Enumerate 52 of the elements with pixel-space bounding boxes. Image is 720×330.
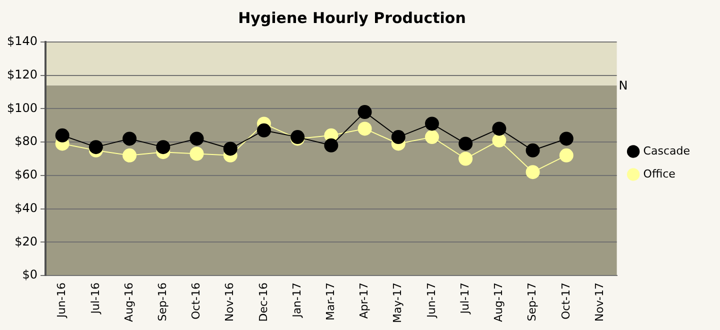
point [492,133,506,148]
point [256,123,271,138]
x-tick-label: Oct-17 [559,282,572,320]
x-tick-label: Jun-16 [55,282,68,319]
point [391,130,406,144]
point [559,148,574,162]
band-label: N [618,78,628,92]
x-tick-label: Sep-17 [526,282,539,322]
point [190,132,204,146]
y-tick-label: $140 [6,34,38,48]
chart-title: Hygiene Hourly Production [238,8,466,27]
point [358,105,372,120]
y-tick-label: $20 [14,234,38,248]
x-tick-label: Jul-17 [458,282,472,315]
point [526,165,540,180]
y-tick-label: $120 [6,67,38,82]
y-tick-label: $40 [14,200,38,215]
x-tick-label: Oct-16 [190,282,203,320]
point [223,142,238,156]
point [324,138,338,152]
point [122,148,137,162]
point [358,122,372,136]
point [492,122,506,136]
y-tick-label: $80 [14,134,38,148]
x-tick-label: Aug-16 [122,282,136,322]
x-tick-label: May-17 [391,282,404,323]
x-tick-label: Sep-16 [156,282,170,322]
point [424,130,439,144]
x-tick-label: Aug-17 [492,282,506,322]
x-tick-label: Jul-16 [88,282,102,315]
point [190,146,204,161]
point [424,116,439,131]
x-tick-label: Mar-17 [324,282,338,321]
y-tick-label: $0 [22,268,38,282]
point [526,143,540,158]
y-tick-label: $60 [14,168,38,182]
legend-label: Cascade [643,144,690,158]
point [156,140,170,154]
x-tick-label: Dec-16 [256,282,270,322]
x-tick-label: Apr-17 [358,282,371,319]
x-tick-label: Nov-17 [592,282,606,322]
legend-label: Office [643,167,676,180]
point [458,152,473,166]
x-tick-label: Jan-17 [290,282,304,318]
point [122,132,137,146]
point [559,132,574,146]
y-tick-label: $100 [6,100,38,115]
point [55,128,70,142]
x-tick-label: Nov-16 [223,282,236,322]
point [458,136,473,151]
x-tick-label: Jun-17 [424,282,438,319]
point [88,140,103,154]
